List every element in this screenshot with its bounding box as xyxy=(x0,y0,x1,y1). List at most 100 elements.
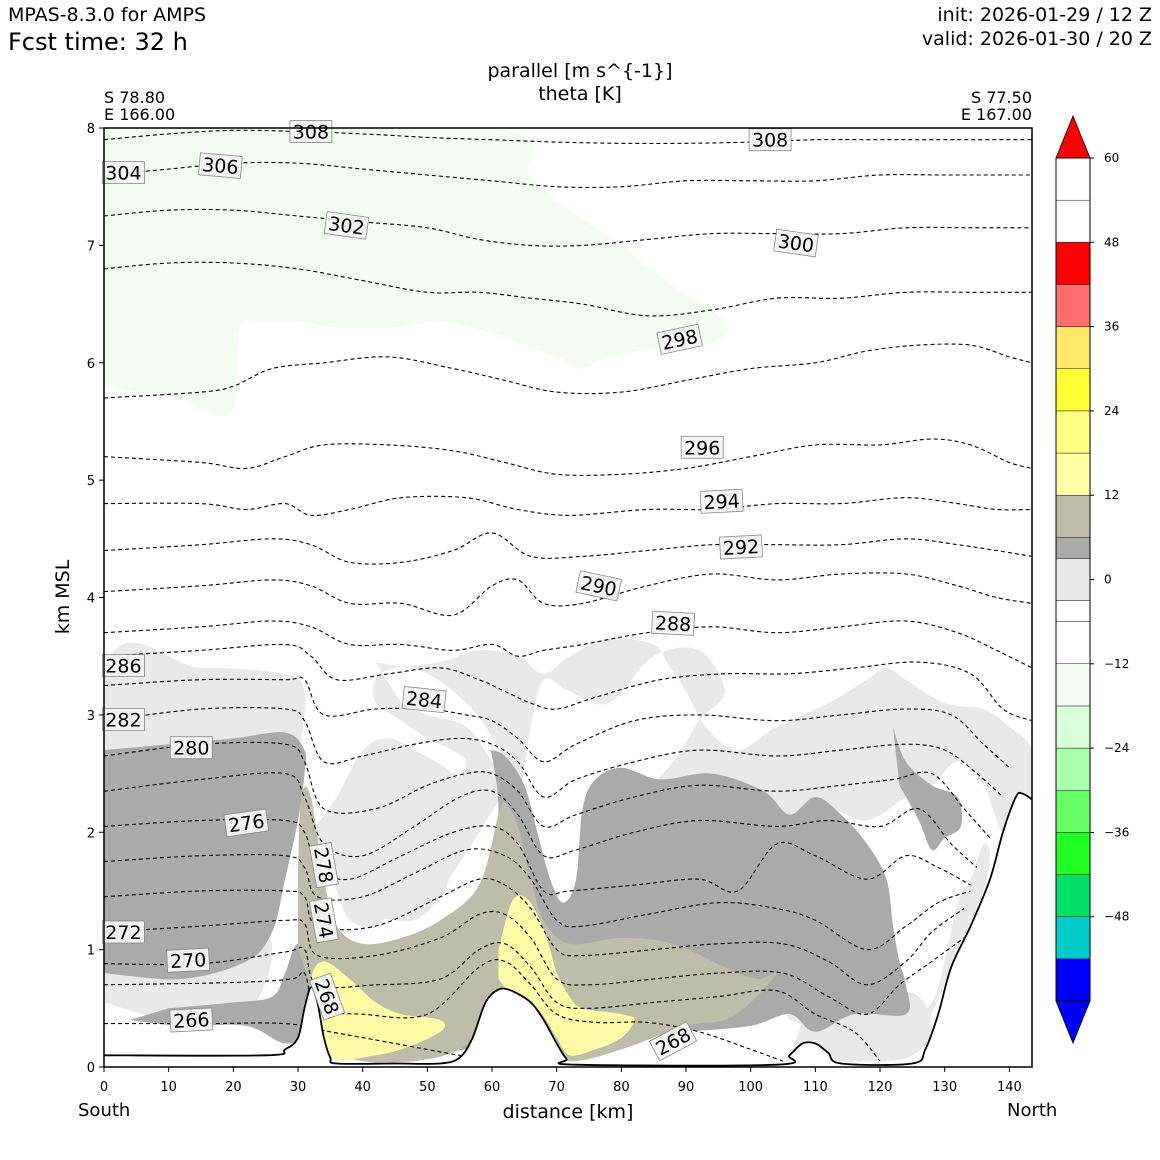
theta-label-text: 266 xyxy=(173,1009,210,1033)
x-tick-label: 20 xyxy=(225,1080,242,1095)
theta-contour-270 xyxy=(104,942,881,1062)
theta-label-text: 294 xyxy=(703,490,740,514)
y-tick-label: 0 xyxy=(87,1061,95,1076)
theta-label-text: 276 xyxy=(227,810,266,837)
theta-label-text: 284 xyxy=(405,688,443,714)
theta-label-9: 292 xyxy=(719,534,763,560)
colorbar-bin-7 xyxy=(1055,663,1091,707)
wind-fill-region-0 xyxy=(104,128,727,417)
theta-label-box xyxy=(289,120,333,143)
colorbar-tick-label: −24 xyxy=(1104,741,1129,755)
theta-label-text: 288 xyxy=(654,612,691,636)
theta-label-0: 308 xyxy=(289,120,333,144)
theta-label-19: 272 xyxy=(102,920,145,944)
theta-label-5: 300 xyxy=(773,228,819,258)
theta-label-text: 304 xyxy=(105,163,141,185)
chart-title: parallel [m s^{-1}] xyxy=(487,60,673,82)
theta-contour-268 xyxy=(104,959,784,1062)
theta-contour-296 xyxy=(104,495,1032,517)
right-endpoint-lat: S 77.50 xyxy=(970,88,1032,107)
theta-label-box xyxy=(308,842,339,889)
theta-contour-284 xyxy=(104,707,1004,798)
y-axis-label: km MSL xyxy=(52,559,74,634)
theta-label-text: 292 xyxy=(722,536,759,560)
theta-label-box xyxy=(309,972,346,1021)
theta-label-13: 284 xyxy=(401,686,447,714)
theta-label-box xyxy=(102,708,145,731)
theta-label-text: 286 xyxy=(105,656,141,678)
y-tick-label: 7 xyxy=(87,239,95,254)
theta-label-box xyxy=(773,228,819,258)
theta-label-text: 308 xyxy=(752,130,788,152)
theta-label-box xyxy=(575,570,623,602)
theta-contour-290 xyxy=(104,620,1032,669)
right-endpoint-coords: S 77.50 E 167.00 xyxy=(961,89,1032,123)
colorbar-tick-label: 60 xyxy=(1104,151,1119,165)
colorbar-bin-6 xyxy=(1055,705,1091,749)
theta-label-box xyxy=(656,323,703,355)
theta-label-15: 280 xyxy=(169,736,213,760)
theta-contour-266 xyxy=(104,1022,505,1062)
theta-label-3: 304 xyxy=(102,161,145,185)
theta-contour-272 xyxy=(104,910,965,1015)
colorbar-bin-13 xyxy=(1055,452,1091,496)
theta-label-box xyxy=(169,736,213,760)
theta-label-12: 286 xyxy=(102,654,145,678)
theta-label-18: 274 xyxy=(309,897,339,944)
theta-label-box xyxy=(719,534,763,560)
theta-label-8: 294 xyxy=(699,488,744,514)
theta-label-2: 306 xyxy=(198,152,243,179)
chart-subtitle: theta [K] xyxy=(538,83,622,105)
y-tick-label: 2 xyxy=(87,826,95,841)
south-label: South xyxy=(78,1100,131,1121)
colorbar-bin-16 xyxy=(1055,326,1091,369)
theta-label-6: 298 xyxy=(656,323,703,355)
theta-label-text: 302 xyxy=(327,213,366,240)
valid-time: valid: 2026-01-30 / 20 Z xyxy=(921,28,1152,50)
colorbar-tick-label: 36 xyxy=(1104,320,1119,334)
theta-label-box xyxy=(102,920,145,944)
wind-fill-region-9 xyxy=(893,726,963,851)
colorbar-bin-0 xyxy=(1055,958,1091,1002)
theta-label-box xyxy=(102,654,145,677)
theta-label-text: 308 xyxy=(293,122,329,144)
colorbar-bin-2 xyxy=(1055,874,1091,917)
theta-label-box xyxy=(401,686,447,714)
x-tick-label: 0 xyxy=(100,1080,108,1095)
colorbar-bin-1 xyxy=(1055,916,1091,960)
colorbar-bin-11 xyxy=(1055,537,1091,559)
colorbar-bin-12 xyxy=(1055,495,1091,538)
colorbar-tick-label: −12 xyxy=(1104,657,1129,671)
colorbar-bin-18 xyxy=(1055,242,1091,285)
y-tick-label: 4 xyxy=(87,592,95,607)
colorbar-tick-label: 12 xyxy=(1104,488,1119,502)
theta-label-text: 282 xyxy=(105,710,141,732)
theta-contour-278 xyxy=(104,818,971,896)
theta-label-layer: 308 308 306 304 302 300 298 296 294 292 290 288 286 2… xyxy=(102,120,819,1062)
right-endpoint-lon: E 167.00 xyxy=(960,105,1032,124)
theta-label-box xyxy=(699,488,744,514)
theta-label-box xyxy=(166,947,211,973)
left-endpoint-lat: S 78.80 xyxy=(104,88,166,107)
model-name: MPAS-8.3.0 for AMPS xyxy=(8,4,207,26)
x-tick-label: 110 xyxy=(803,1080,828,1095)
colorbar-bin-8 xyxy=(1055,621,1091,665)
colorbar-bin-10 xyxy=(1055,558,1091,601)
colorbar-tick-label: 24 xyxy=(1104,404,1119,418)
x-tick-label: 70 xyxy=(548,1080,565,1095)
colorbar-bin-5 xyxy=(1055,747,1091,791)
x-tick-label: 140 xyxy=(997,1080,1022,1095)
colorbar-bin-20 xyxy=(1055,157,1091,201)
colorbar-bin-9 xyxy=(1055,600,1091,622)
theta-label-box xyxy=(223,808,270,838)
colorbar-under-arrow xyxy=(1055,1000,1091,1045)
colorbar-bin-3 xyxy=(1055,832,1091,875)
theta-contour-292 xyxy=(104,572,1032,617)
colorbar-over-arrow xyxy=(1055,114,1091,159)
theta-contour-304 xyxy=(104,208,1032,247)
theta-contour-298 xyxy=(104,438,1032,476)
colorbar-bin-17 xyxy=(1055,284,1091,327)
x-tick-label: 130 xyxy=(932,1080,957,1095)
x-tick-label: 120 xyxy=(868,1080,893,1095)
